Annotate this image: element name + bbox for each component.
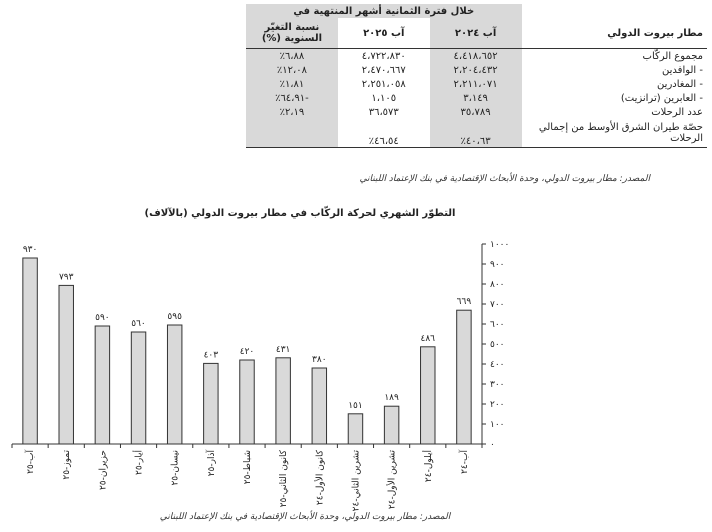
bar-value-label: ٥٩٠ — [95, 313, 110, 323]
bar — [239, 359, 255, 445]
value-change: ٢،١٩٪ — [246, 105, 338, 119]
bar — [420, 346, 436, 445]
bar — [311, 367, 328, 445]
value-2025: ٤٦،٥٤٪ — [337, 119, 430, 148]
value-2025: ٢،٢٥١،٠٥٨ — [361, 78, 406, 90]
value-2025: ٣٦،٥٧٣ — [368, 106, 399, 118]
col-2025-header: آب ٢٠٢٥ — [363, 27, 405, 39]
y-tick-label: ٥٠٠ — [490, 340, 505, 350]
row-label: - العابرين (ترانزيت) — [620, 92, 703, 104]
bar — [456, 309, 472, 445]
value-2025: ١،١٠٥ — [371, 92, 397, 104]
value-change: ٦،٨٨٪ — [246, 48, 338, 63]
table-source: المصدر: مطار بيروت الدولي، وحدة الأبحاث … — [359, 174, 650, 184]
y-tick-label: ٧٠٠ — [490, 300, 505, 310]
value-2025: ٢،٤٧٠،٦٦٧ — [361, 64, 406, 76]
bar-value-label: ٤٢٠ — [240, 347, 255, 357]
bar — [94, 325, 111, 445]
row-header: مطار بيروت الدولي — [607, 27, 703, 39]
value-change: ١٢،٠٨٪ — [246, 63, 338, 77]
bar-value-label: ١٨٩ — [384, 393, 399, 403]
x-tick-label: تموز-٢٥ — [62, 450, 72, 480]
bar-value-label: ٧٩٣ — [59, 272, 74, 282]
bar — [347, 413, 364, 445]
bar — [58, 284, 74, 445]
x-tick-label: حزيران-٢٥ — [98, 450, 108, 490]
value-change — [246, 119, 338, 148]
value-2024: ٣٥،٧٨٩ — [429, 105, 522, 119]
value-2024: ٤٠،٦٣٪ — [429, 119, 522, 148]
value-2024: ٣،١٤٩ — [429, 91, 522, 105]
col-2024-header: آب ٢٠٢٤ — [429, 18, 522, 49]
y-tick-label: ٣٠٠ — [490, 380, 505, 390]
y-tick-label: ٢٠٠ — [490, 400, 505, 410]
bar-value-label: ٥٦٠ — [131, 319, 146, 329]
bar-value-label: ١٥١ — [348, 401, 363, 411]
y-tick-label: ١٠٠٠ — [490, 240, 509, 250]
x-tick-label: كانون الأول-٢٤ — [313, 449, 325, 505]
table-row: - الوافدين ٢،٢٠٤،٤٣٢ ٢،٤٧٠،٦٦٧ ١٢،٠٨٪ — [246, 63, 707, 77]
y-tick-label: ١٠٠ — [490, 420, 505, 430]
col-change-header: نسبة التغيّر السنوية (%) — [246, 18, 338, 49]
x-tick-label: كانون الثاني-٢٥ — [279, 449, 289, 507]
bar-value-label: ٣٨٠ — [312, 355, 327, 365]
x-tick-label: تشرين الثاني-٢٤ — [351, 450, 361, 512]
x-tick-label: شباط-٢٥ — [243, 450, 253, 484]
y-tick-label: ٠ — [490, 440, 495, 450]
bar — [275, 357, 291, 445]
value-2024: ٢،٢١١،٠٧١ — [429, 77, 522, 91]
bar-value-label: ٤٨٦ — [421, 334, 436, 344]
x-tick-label: آب-٢٤ — [458, 450, 470, 474]
value-change: -٦٤،٩١٪ — [246, 91, 338, 105]
value-change: ١،٨١٪ — [246, 77, 338, 91]
row-label: عدد الرحلات — [651, 106, 703, 118]
bar — [383, 405, 400, 445]
value-2024: ٢،٢٠٤،٤٣٢ — [429, 63, 522, 77]
table-row: - المغادرين ٢،٢١١،٠٧١ ٢،٢٥١،٠٥٨ ١،٨١٪ — [246, 77, 707, 91]
bar-value-label: ٥٩٥ — [167, 312, 182, 322]
bar — [203, 362, 219, 445]
x-tick-label: أيلول-٢٤ — [422, 450, 434, 482]
y-tick-label: ٤٠٠ — [490, 360, 505, 370]
bar — [166, 324, 183, 445]
bar-value-label: ٦٦٩ — [457, 297, 472, 307]
period-header: خلال فترة الثمانية أشهر المنتهية في — [246, 4, 522, 18]
table-row: حصّة طيران الشرق الأوسط من إجمالي الرحلا… — [246, 119, 707, 148]
bar-value-label: ٤٠٣ — [204, 350, 219, 360]
x-tick-label: نيسان-٢٥ — [171, 450, 181, 486]
value-2025: ٤،٧٢٢،٨٣٠ — [361, 50, 406, 62]
table-row: - العابرين (ترانزيت) ٣،١٤٩ ١،١٠٥ -٦٤،٩١٪ — [246, 91, 707, 105]
table-row: مجموع الركّاب ٤،٤١٨،٦٥٢ ٤،٧٢٢،٨٣٠ ٦،٨٨٪ — [246, 48, 707, 63]
y-tick-label: ٦٠٠ — [490, 320, 505, 330]
chart-source: المصدر: مطار بيروت الدولي، وحدة الأبحاث … — [159, 512, 451, 522]
x-tick-label: آب-٢٥ — [24, 450, 36, 474]
bar — [22, 257, 38, 445]
value-2024: ٤،٤١٨،٦٥٢ — [429, 48, 522, 63]
x-tick-label: تشرين الأول-٢٤ — [386, 450, 398, 510]
y-tick-label: ٨٠٠ — [490, 280, 505, 290]
table-row: عدد الرحلات ٣٥،٧٨٩ ٣٦،٥٧٣ ٢،١٩٪ — [246, 105, 707, 119]
bar-value-label: ٤٣١ — [276, 345, 291, 355]
row-label: حصّة طيران الشرق الأوسط من إجمالي الرحلا… — [521, 119, 707, 148]
row-label: - المغادرين — [657, 78, 703, 90]
bar-value-label: ٩٣٠ — [23, 245, 38, 255]
row-label: - الوافدين — [662, 64, 703, 76]
bar — [130, 331, 147, 445]
y-tick-label: ٩٠٠ — [490, 260, 505, 270]
passenger-stats-table: خلال فترة الثمانية أشهر المنتهية في مطار… — [246, 4, 707, 148]
x-tick-label: أيار-٢٥ — [133, 450, 145, 475]
x-tick-label: آذار-٢٥ — [205, 450, 217, 477]
row-label: مجموع الركّاب — [642, 50, 703, 62]
chart-title: التطوّر الشهري لحركة الركّاب في مطار بير… — [144, 208, 456, 219]
